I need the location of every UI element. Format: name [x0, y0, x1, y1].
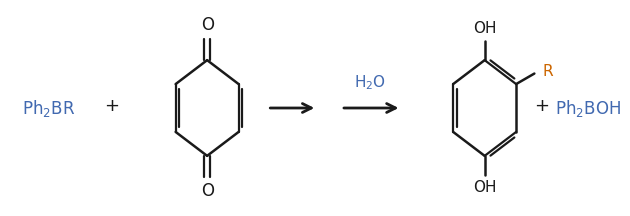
- Text: OH: OH: [473, 21, 496, 36]
- Text: R: R: [542, 64, 553, 79]
- Text: +: +: [104, 97, 119, 115]
- Text: O: O: [200, 16, 214, 34]
- Text: H$_2$O: H$_2$O: [354, 73, 386, 92]
- Text: Ph$_2$BOH: Ph$_2$BOH: [554, 97, 621, 119]
- Text: OH: OH: [473, 180, 496, 195]
- Text: +: +: [535, 97, 549, 115]
- Text: Ph$_2$BR: Ph$_2$BR: [23, 97, 76, 119]
- Text: O: O: [200, 182, 214, 200]
